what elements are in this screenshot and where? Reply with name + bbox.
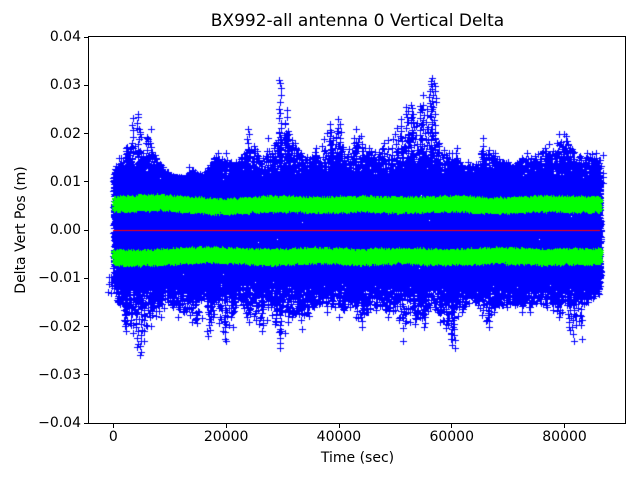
chart-title: BX992-all antenna 0 Vertical Delta xyxy=(210,11,505,31)
x-tick-label: 60000 xyxy=(429,429,475,445)
x-tick-mark xyxy=(564,424,565,428)
y-tick-label: 0.02 xyxy=(49,125,81,142)
y-tick-mark xyxy=(84,84,88,86)
x-axis-label: Time (sec) xyxy=(320,450,395,466)
plot-area xyxy=(88,36,626,424)
y-tick-label: 0.01 xyxy=(49,173,81,190)
x-tick-label: 80000 xyxy=(542,429,587,445)
y-tick-mark xyxy=(84,229,88,231)
y-tick-label: −0.01 xyxy=(38,270,81,287)
x-tick-mark xyxy=(112,424,114,428)
y-tick-label: 0.03 xyxy=(49,77,81,94)
y-tick-label: −0.02 xyxy=(38,318,81,335)
y-tick-mark xyxy=(84,133,88,134)
x-tick-mark xyxy=(225,424,227,428)
y-tick-mark xyxy=(84,326,88,327)
y-tick-label: 0.00 xyxy=(49,222,81,238)
y-tick-mark xyxy=(84,36,88,38)
y-tick-label: 0.04 xyxy=(49,29,81,45)
y-tick-mark xyxy=(84,422,88,424)
x-tick-mark xyxy=(338,424,340,428)
y-tick-mark xyxy=(84,181,88,183)
scatter-plot-canvas xyxy=(89,37,625,423)
y-tick-mark xyxy=(84,374,88,376)
y-tick-label: −0.04 xyxy=(38,415,81,431)
y-tick-mark xyxy=(84,277,88,279)
x-tick-label: 20000 xyxy=(203,429,249,445)
x-tick-label: 40000 xyxy=(316,429,362,445)
y-tick-label: −0.03 xyxy=(38,366,81,383)
x-tick-label: 0 xyxy=(108,429,118,445)
x-tick-mark xyxy=(451,424,453,428)
